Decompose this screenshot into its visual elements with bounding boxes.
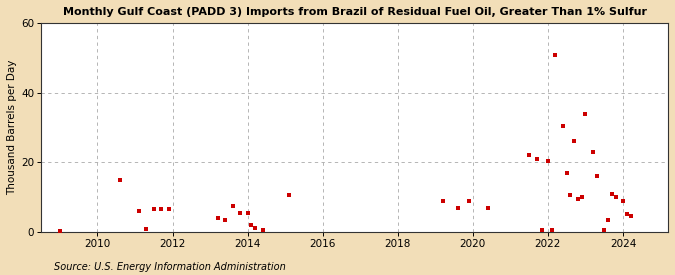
Point (599, 228, 610, 232)
Point (437, 198, 448, 203)
Point (543, 158, 554, 163)
Point (141, 227, 152, 231)
Point (546, 228, 557, 232)
Point (163, 207, 174, 211)
Point (452, 205, 463, 210)
Point (537, 228, 547, 232)
Point (572, 197, 583, 201)
Point (569, 139, 580, 144)
Point (558, 124, 568, 128)
Point (134, 209, 144, 213)
Point (524, 153, 535, 158)
Y-axis label: Thousand Barrels per Day: Thousand Barrels per Day (7, 60, 17, 195)
Point (115, 178, 126, 182)
Point (250, 226, 261, 230)
Point (156, 207, 167, 211)
Point (227, 204, 238, 208)
Point (591, 174, 602, 178)
Point (483, 205, 493, 210)
Point (220, 218, 231, 222)
Point (148, 207, 159, 211)
Point (562, 170, 572, 175)
Title: Monthly Gulf Coast (PADD 3) Imports from Brazil of Residual Fuel Oil, Greater Th: Monthly Gulf Coast (PADD 3) Imports from… (63, 7, 647, 17)
Point (55, 229, 65, 233)
Point (606, 191, 617, 196)
Point (284, 193, 294, 197)
Point (603, 218, 614, 222)
Point (622, 212, 632, 217)
Point (565, 193, 576, 197)
Point (610, 195, 621, 199)
Point (235, 211, 246, 215)
Point (531, 157, 542, 161)
Point (550, 52, 561, 57)
Point (587, 150, 598, 154)
Point (618, 198, 628, 203)
Point (246, 223, 256, 227)
Text: Source: U.S. Energy Information Administration: Source: U.S. Energy Information Administ… (54, 262, 286, 272)
Point (242, 211, 253, 215)
Point (257, 228, 268, 232)
Point (580, 111, 591, 116)
Point (212, 216, 223, 220)
Point (464, 198, 475, 203)
Point (576, 195, 587, 199)
Point (625, 214, 636, 218)
